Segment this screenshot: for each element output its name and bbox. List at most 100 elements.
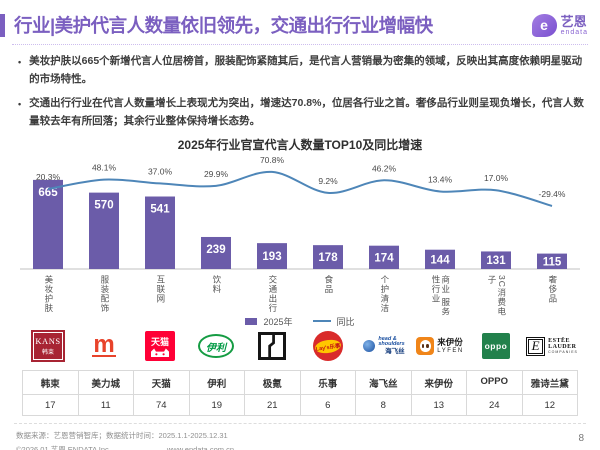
logo-cell: E ESTĒE LAUDER COMPANIES [524, 336, 580, 356]
table-brand-5: 乐事 [300, 371, 356, 396]
category-cell-6: 个护清洁 [356, 275, 412, 319]
category-label-5: 食品 [323, 275, 334, 295]
logo-cell: KANS 韩束 [20, 330, 76, 363]
merrycheng-logo: m [92, 333, 116, 358]
category-cell-0: 美妆护肤 [20, 275, 76, 319]
bullet-dot: • [18, 98, 22, 109]
title-accent-bar [0, 13, 5, 37]
bar-value-label-9: 115 [543, 257, 562, 269]
endata-logo-letter: e [540, 17, 548, 33]
bar-value-label-1: 570 [94, 200, 113, 212]
category-cell-8: 3C消费电子 [468, 275, 524, 319]
bar-value-label-2: 541 [150, 204, 170, 216]
bar-1 [89, 192, 119, 270]
header: 行业|美护代言人数量依旧领先，交通出行行业增幅快 e 艺恩 endata [0, 0, 600, 38]
bar-7 [425, 250, 455, 270]
table-brand-0: 韩束 [23, 371, 79, 396]
category-cell-5: 食品 [300, 275, 356, 319]
category-label-8: 3C消费电子 [487, 275, 507, 317]
endata-logo-icon: e [531, 13, 557, 37]
bar-value-label-5: 178 [318, 252, 338, 264]
logo-cell: head & shoulders 海飞丝 [356, 335, 412, 356]
tmall-logo: 天猫 [145, 331, 175, 362]
table-brand-2: 天猫 [134, 371, 190, 396]
legend-bar-swatch [245, 317, 258, 325]
head-shoulders-ball-icon [363, 340, 376, 353]
footer: 数据来源：艺恩营销智库；数据统计时间：2025.1.1-2025.12.31 ©… [14, 423, 586, 450]
legend-bar-label: 2025年 [263, 316, 293, 327]
table-brand-9: 雅诗兰黛 [522, 371, 578, 396]
growth-label-1: 48.1% [92, 163, 117, 173]
bar-value-label-4: 193 [262, 251, 281, 263]
lays-logo: Lay's乐事 [313, 331, 343, 362]
table-brand-8: OPPO [467, 371, 523, 396]
logo-cell: 天猫 [132, 331, 188, 362]
page-number: 8 [578, 433, 584, 445]
chart-plot: 665 570 541 239 193 178 174 144 131 115 20.3% 48.1%… [20, 155, 580, 270]
table-value-1: 11 [78, 395, 134, 417]
logo-cell: 来伊份 LYFEN [412, 337, 468, 356]
bullet-item-2: • 交通出行行业在代言人数量增长上表现尤为突出，增速达70.8%，位居各行业之首… [18, 95, 584, 131]
yili-logo-text: 伊利 [206, 342, 226, 354]
bar-5 [313, 245, 343, 270]
category-cell-4: 交通出行 [244, 275, 300, 319]
bar-0 [33, 180, 63, 270]
endata-logo-text: 艺恩 endata [561, 15, 588, 36]
hs-text-1: head & [378, 335, 397, 342]
bar-6 [369, 246, 399, 270]
logo-cell: 伊利 [188, 334, 244, 359]
growth-label-6: 46.2% [372, 164, 397, 174]
bullet-dot: • [18, 57, 22, 67]
bullet-text-1: 美妆护肤以665个新增代言人位居榜首，服装配饰紧随其后，是代言人营销最为密集的领… [29, 55, 583, 85]
kans-logo: KANS 韩束 [31, 330, 65, 363]
category-cell-7: 商业 服务性行业 [412, 275, 468, 319]
bar-value-label-6: 174 [374, 253, 394, 265]
estee-lauder-logo: E ESTĒE LAUDER COMPANIES [526, 336, 578, 356]
category-label-7: 商业 服务性行业 [431, 275, 451, 317]
category-cell-1: 服装配饰 [76, 275, 132, 319]
category-label-6: 个护清洁 [379, 275, 390, 314]
oppo-logo-text: oppo [484, 341, 508, 352]
category-cell-2: 互联网 [132, 275, 188, 319]
bullet-item-1: • 美妆护肤以665个新增代言人位居榜首，服装配饰紧随其后，是代言人营销最为密集… [18, 53, 584, 89]
kans-logo-text: KANS [35, 336, 61, 347]
legend-line-label: 同比 [336, 316, 355, 327]
bar-8 [481, 251, 511, 270]
table-brand-7: 来伊份 [411, 371, 467, 396]
category-cell-3: 饮料 [188, 275, 244, 319]
merrycheng-bar [92, 355, 116, 358]
estee-monogram-icon: E [526, 336, 546, 356]
bar-value-label-3: 239 [206, 244, 225, 256]
table-value-8: 24 [467, 395, 523, 417]
endata-logo: e 艺恩 endata [531, 13, 588, 37]
bar-value-label-8: 131 [486, 256, 506, 268]
table-value-6: 8 [356, 395, 412, 417]
category-cell-9: 奢侈品 [524, 275, 580, 319]
brand-endorsement-table: 韩束 美力城 天猫 伊利 极氪 乐事 海飞丝 来伊份 OPPO 雅诗兰黛 17 11 74 19 21 6 8 1… [22, 370, 578, 417]
table-value-3: 19 [189, 395, 245, 417]
growth-label-3: 29.9% [204, 169, 229, 179]
logo-cell [244, 332, 300, 361]
table-value-9: 12 [522, 395, 578, 417]
table-brand-4: 极氪 [245, 371, 301, 396]
growth-label-0: 20.3% [36, 172, 61, 182]
growth-label-8: 17.0% [484, 174, 509, 184]
endata-brand-cn: 艺恩 [560, 13, 587, 29]
footer-source: 数据来源：艺恩营销智库；数据统计时间：2025.1.1-2025.12.31 [16, 431, 228, 441]
kans-logo-cn: 韩束 [41, 350, 54, 357]
logo-cell: Lay's乐事 [300, 331, 356, 362]
growth-line [47, 171, 553, 208]
growth-label-7: 13.4% [428, 175, 453, 185]
table-brand-3: 伊利 [189, 371, 245, 396]
table-brand-6: 海飞丝 [356, 371, 412, 396]
bar-4 [257, 243, 287, 270]
category-label-2: 互联网 [155, 275, 166, 304]
table-value-2: 74 [134, 395, 190, 417]
oppo-logo: oppo [482, 333, 510, 360]
table-value-4: 21 [245, 395, 301, 417]
estee-text-1: ESTĒE [548, 337, 570, 344]
lyfen-logo: 来伊份 LYFEN [416, 337, 463, 356]
estee-text-3: COMPANIES [548, 350, 578, 355]
bar-2 [145, 196, 175, 270]
